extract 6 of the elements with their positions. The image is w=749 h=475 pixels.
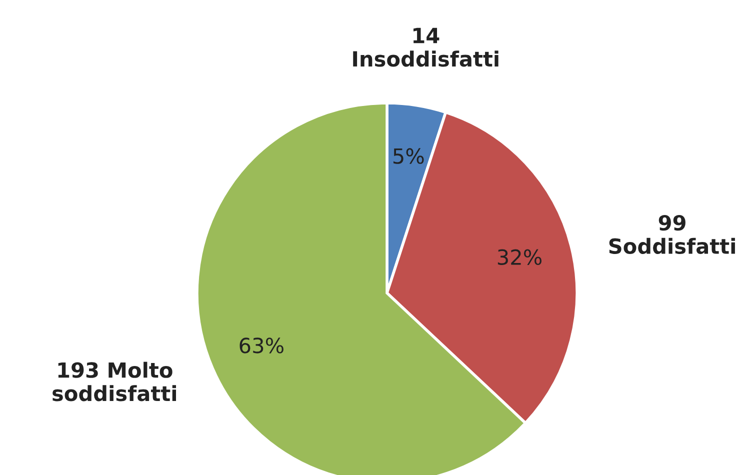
data-label: 63% bbox=[240, 338, 284, 354]
slice-label: 99 Soddisfatti bbox=[609, 214, 735, 254]
data-label: 32% bbox=[498, 249, 542, 266]
slice-label: 193 Molto soddisfatti bbox=[52, 362, 176, 402]
data-label: 5% bbox=[393, 148, 424, 164]
slice-label: 14 Insoddisfatti bbox=[353, 28, 498, 67]
